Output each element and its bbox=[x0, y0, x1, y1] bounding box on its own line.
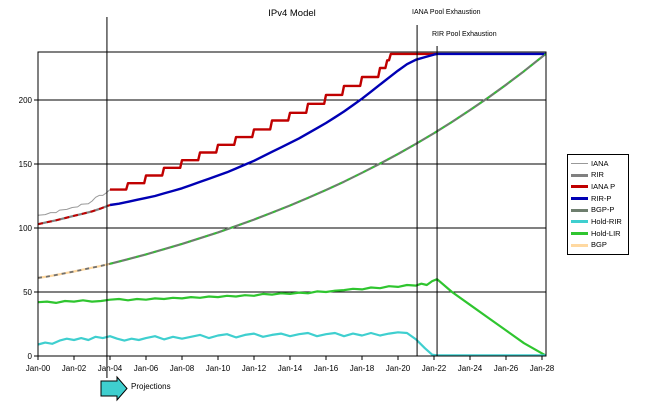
x-tick-label: Jan-08 bbox=[170, 364, 195, 373]
x-tick-label: Jan-20 bbox=[386, 364, 411, 373]
x-tick-label: Jan-14 bbox=[278, 364, 303, 373]
x-tick-label: Jan-16 bbox=[314, 364, 339, 373]
legend-item-rir: RIR bbox=[571, 170, 627, 180]
projections-label: Projections bbox=[131, 382, 171, 391]
series-rir-p-line bbox=[109, 52, 546, 207]
y-tick-label: 0 bbox=[28, 352, 33, 361]
x-tick-label: Jan-24 bbox=[458, 364, 483, 373]
legend-swatch-rir bbox=[571, 173, 588, 177]
overlay-rir-dashed-line bbox=[37, 204, 111, 226]
legend-label-hold-lir: Hold-LIR bbox=[591, 228, 621, 238]
x-tick-label: Jan-22 bbox=[422, 364, 447, 373]
overlay-bgp-p-dashed-line bbox=[109, 53, 547, 265]
series-iana-p-line bbox=[110, 52, 438, 191]
x-tick-label: Jan-10 bbox=[206, 364, 231, 373]
series-bgp-p-line bbox=[109, 53, 547, 265]
legend-swatch-hold-lir bbox=[571, 232, 588, 236]
annotation-rir-pool-exhaustion: RIR Pool Exhaustion bbox=[432, 31, 497, 38]
legend-label-iana-p: IANA P bbox=[591, 181, 616, 191]
legend-label-bgp-p: BGP-P bbox=[591, 205, 615, 215]
legend-item-iana: IANA bbox=[571, 159, 627, 169]
x-tick-label: Jan-28 bbox=[530, 364, 555, 373]
y-tick-label: 150 bbox=[19, 160, 33, 169]
legend-label-iana: IANA bbox=[591, 158, 609, 168]
legend-swatch-bgp-p bbox=[571, 208, 588, 212]
y-tick-label: 50 bbox=[23, 288, 32, 297]
x-tick-label: Jan-18 bbox=[350, 364, 375, 373]
legend-item-hold-lir: Hold-LIR bbox=[571, 229, 627, 239]
legend-item-bgp-p: BGP-P bbox=[571, 205, 627, 215]
x-tick-label: Jan-04 bbox=[98, 364, 123, 373]
legend-label-rir-p: RIR-P bbox=[591, 193, 612, 203]
series-iana-line bbox=[37, 189, 111, 216]
legend-item-hold-rir: Hold-RIR bbox=[571, 217, 627, 227]
x-tick-label: Jan-26 bbox=[494, 364, 519, 373]
legend-label-bgp: BGP bbox=[591, 240, 607, 250]
projections-arrow-icon bbox=[100, 375, 128, 402]
legend-swatch-hold-rir bbox=[571, 220, 588, 224]
legend-label-rir: RIR bbox=[591, 170, 604, 180]
y-tick-label: 100 bbox=[19, 224, 33, 233]
x-tick-label: Jan-06 bbox=[134, 364, 159, 373]
legend-swatch-iana-p bbox=[571, 185, 588, 189]
series-hold-rir-line bbox=[37, 331, 546, 357]
x-tick-label: Jan-00 bbox=[26, 364, 51, 373]
legend-item-iana-p: IANA P bbox=[571, 182, 627, 192]
x-tick-label: Jan-02 bbox=[62, 364, 87, 373]
series-hold-lir-line bbox=[37, 278, 547, 357]
legend-swatch-rir-p bbox=[571, 197, 588, 201]
x-tick-label: Jan-12 bbox=[242, 364, 267, 373]
legend-swatch-bgp bbox=[571, 243, 588, 247]
legend-item-bgp: BGP bbox=[571, 240, 627, 250]
series-bgp-line bbox=[37, 262, 111, 279]
y-tick-label: 200 bbox=[19, 96, 33, 105]
legend-swatch-iana bbox=[571, 163, 588, 165]
chart-title: IPv4 Model bbox=[268, 8, 316, 19]
plot-border bbox=[37, 51, 547, 357]
legend-label-hold-rir: Hold-RIR bbox=[591, 216, 622, 226]
legend-item-rir-p: RIR-P bbox=[571, 194, 627, 204]
annotation-iana-pool-exhaustion: IANA Pool Exhaustion bbox=[412, 9, 481, 16]
legend: IANA RIR IANA P RIR-P BGP-P Hold-RIR Hold-LIR B… bbox=[567, 154, 629, 255]
